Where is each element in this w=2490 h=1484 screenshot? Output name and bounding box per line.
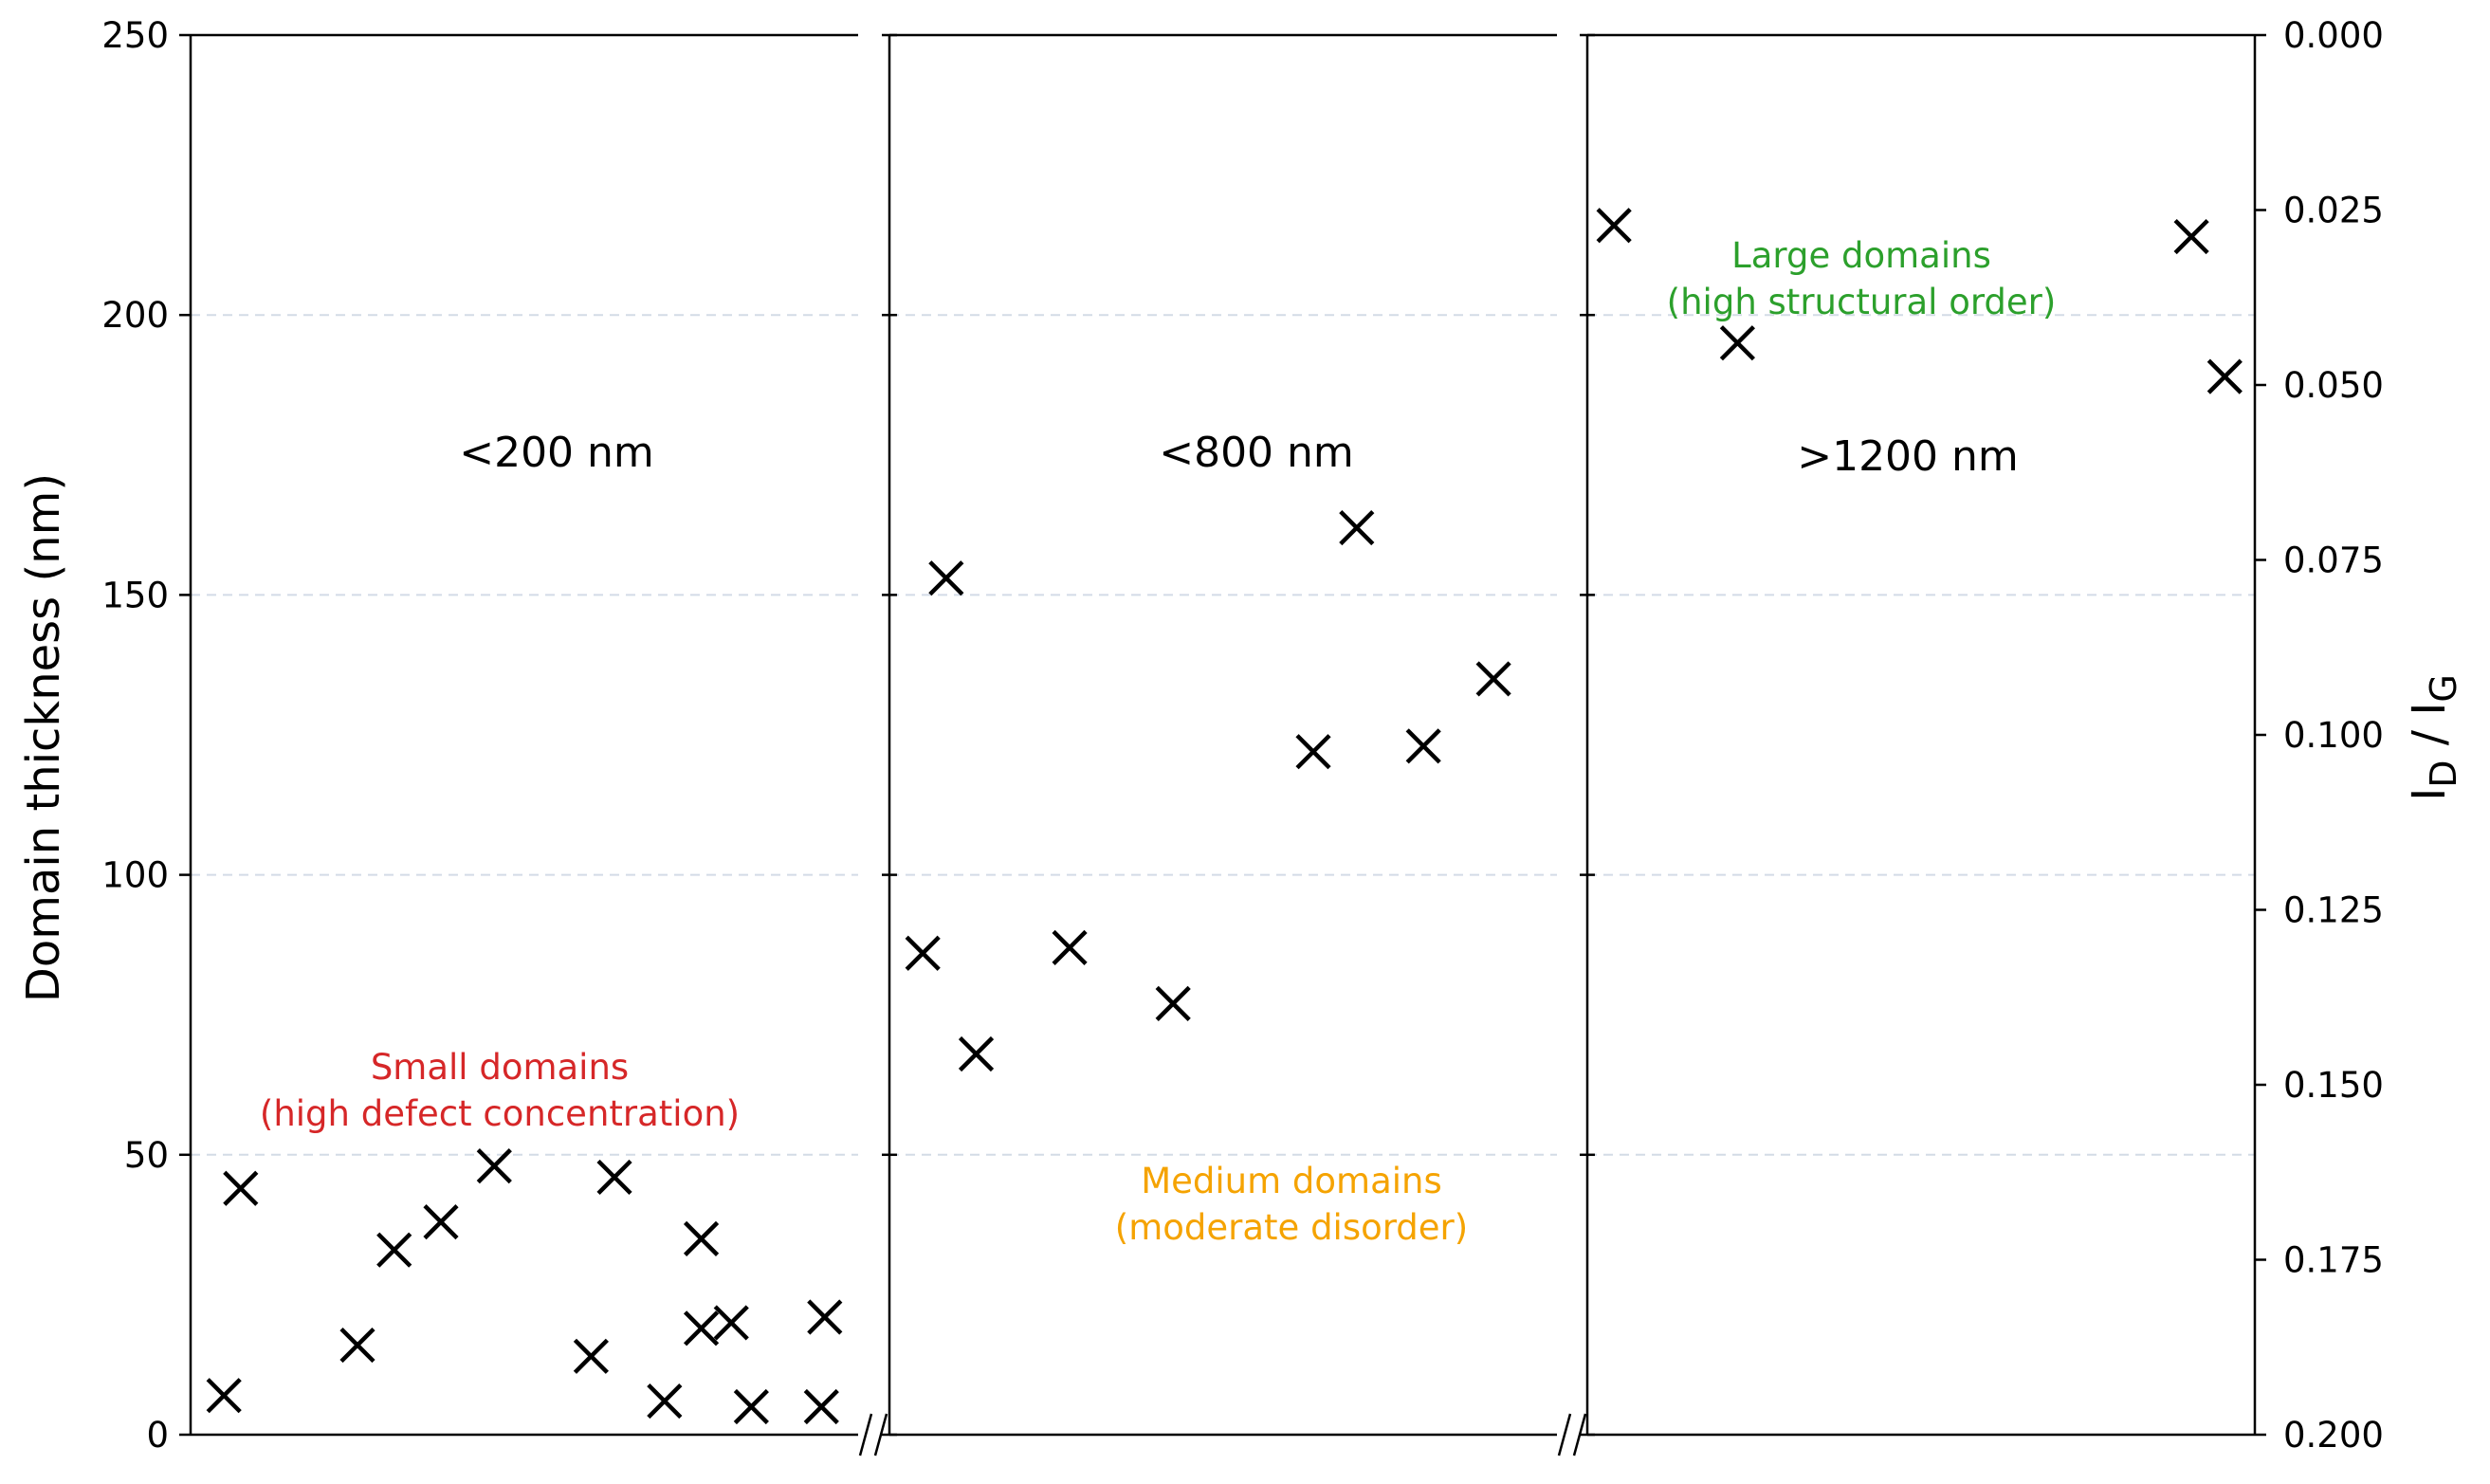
panel-annotation-line: (high structural order) <box>1667 282 2057 322</box>
right-y-axis-title-sub-g: G <box>2423 674 2464 702</box>
data-point-stroke <box>928 560 964 596</box>
data-point <box>807 1299 843 1335</box>
data-point <box>573 1338 609 1374</box>
right-y-tick-label: 0.025 <box>2283 191 2384 231</box>
data-point <box>1295 734 1331 770</box>
data-point-stroke <box>1475 661 1511 697</box>
data-point-stroke <box>476 1148 512 1184</box>
right-y-axis-title-main: I <box>2403 788 2456 801</box>
data-point-stroke <box>905 935 941 971</box>
data-point-stroke <box>1596 208 1632 244</box>
panel-annotation-line: (moderate disorder) <box>1115 1207 1468 1248</box>
data-point <box>596 1159 632 1196</box>
panel-annotation-line: (high defect concentration) <box>260 1093 740 1134</box>
data-point <box>958 1035 995 1072</box>
y-tick-label: 250 <box>101 15 169 56</box>
panel-label: <200 nm <box>459 429 654 477</box>
data-points <box>206 208 2243 1425</box>
right-y-tick-label: 0.125 <box>2283 890 2384 931</box>
panel-annotation-line: Small domains <box>371 1047 629 1088</box>
data-point-stroke <box>683 1220 720 1256</box>
y-axis-title: Domain thickness (nm) <box>17 473 70 1002</box>
data-point-stroke <box>807 1299 843 1335</box>
right-y-axis-title-sub-d: D <box>2423 760 2464 787</box>
right-y-tick-label: 0.150 <box>2283 1065 2384 1106</box>
y-tick-label: 50 <box>124 1135 169 1176</box>
data-point-stroke <box>2173 218 2209 255</box>
data-point <box>2206 358 2243 394</box>
right-y-tick-label: 0.200 <box>2283 1415 2384 1456</box>
tick-labels: 0 50 100 150 200 250 0.000 0.025 0.050 0.075 0.100… <box>101 15 2384 1456</box>
right-y-tick-label: 0.075 <box>2283 540 2384 581</box>
data-point <box>376 1232 412 1268</box>
data-point-stroke <box>376 1232 412 1268</box>
right-y-axis-title-sep: / I <box>2403 703 2456 760</box>
data-point <box>2173 218 2209 255</box>
data-point-stroke <box>1339 509 1375 546</box>
right-y-axis-title: ID / IG <box>2403 674 2464 801</box>
data-point-stroke <box>713 1305 749 1341</box>
gridlines <box>191 314 2255 1156</box>
data-point <box>928 560 964 596</box>
y-tick-label: 0 <box>146 1415 169 1456</box>
data-point-stroke <box>1155 985 1191 1021</box>
data-point-stroke <box>1052 929 1088 965</box>
data-point <box>1339 509 1375 546</box>
data-point-stroke <box>206 1378 242 1414</box>
panel-annotation-line: Large domains <box>1731 235 1991 276</box>
data-point <box>223 1170 259 1206</box>
right-y-tick-label: 0.000 <box>2283 15 2384 56</box>
data-point <box>339 1327 375 1364</box>
data-point-stroke <box>573 1338 609 1374</box>
data-point-stroke <box>223 1170 259 1206</box>
data-point <box>1405 728 1441 764</box>
axis-break-mark <box>858 1413 873 1457</box>
data-point <box>647 1383 683 1420</box>
data-point <box>905 935 941 971</box>
data-point <box>423 1204 459 1240</box>
data-point <box>206 1378 242 1414</box>
y-tick-label: 200 <box>101 295 169 336</box>
data-point <box>683 1310 720 1347</box>
data-point-stroke <box>339 1327 375 1364</box>
data-point <box>733 1388 769 1425</box>
data-point <box>683 1220 720 1256</box>
data-point-stroke <box>683 1310 720 1347</box>
axis-ticks <box>179 33 2266 1437</box>
data-point-stroke <box>803 1388 839 1425</box>
right-y-tick-label: 0.100 <box>2283 715 2384 756</box>
data-point <box>1596 208 1632 244</box>
right-y-tick-label: 0.175 <box>2283 1240 2384 1281</box>
data-point-stroke <box>1719 325 1755 361</box>
data-point <box>1052 929 1088 965</box>
y-tick-label: 100 <box>101 855 169 896</box>
data-point <box>1719 325 1755 361</box>
data-point-stroke <box>1405 728 1441 764</box>
data-point-stroke <box>958 1035 995 1072</box>
panel-label: <800 nm <box>1159 429 1354 477</box>
data-point-stroke <box>596 1159 632 1196</box>
axis-break-mark <box>1557 1413 1572 1457</box>
data-point <box>476 1148 512 1184</box>
axis-break-mark <box>873 1413 888 1457</box>
data-point <box>713 1305 749 1341</box>
data-point <box>1475 661 1511 697</box>
panel-label: >1200 nm <box>1797 432 2019 481</box>
data-point <box>803 1388 839 1425</box>
right-y-tick-label: 0.050 <box>2283 365 2384 406</box>
data-point-stroke <box>733 1388 769 1425</box>
panel-annotations: <200 nm Small domains (high defect concent… <box>260 235 2056 1248</box>
y-tick-label: 150 <box>101 575 169 615</box>
data-point <box>1155 985 1191 1021</box>
data-point-stroke <box>647 1383 683 1420</box>
data-point-stroke <box>423 1204 459 1240</box>
data-point-stroke <box>1295 734 1331 770</box>
panel-annotation-line: Medium domains <box>1141 1161 1442 1201</box>
data-point-stroke <box>2206 358 2243 394</box>
